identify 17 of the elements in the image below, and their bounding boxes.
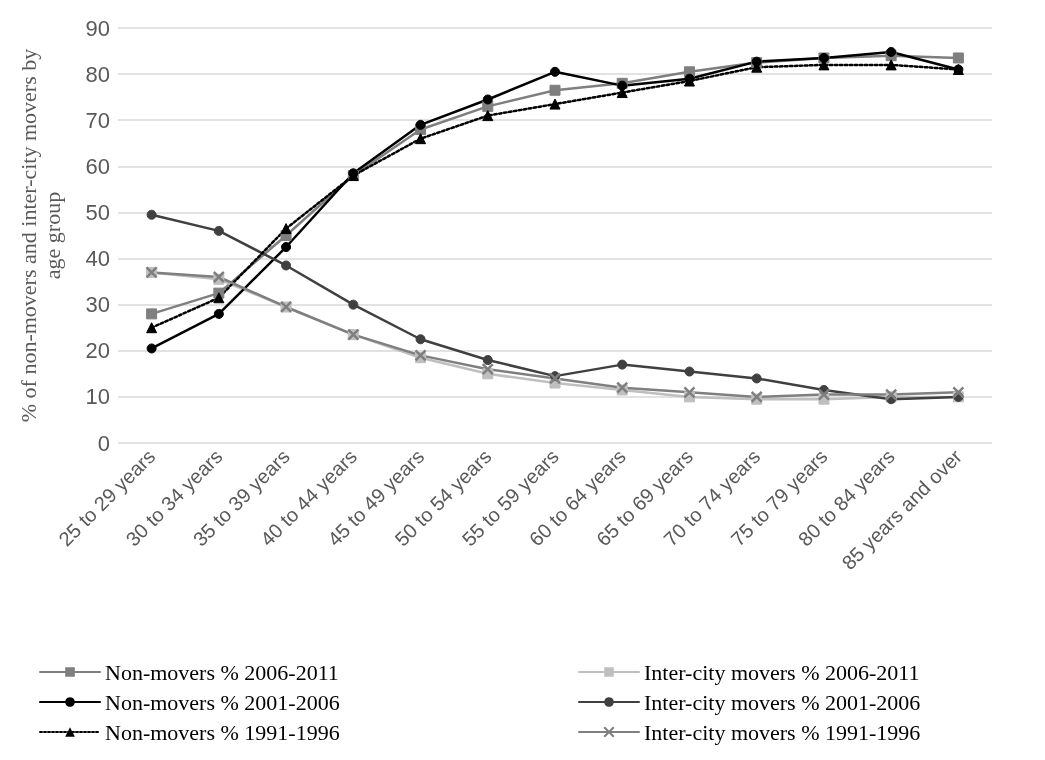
- y-axis-title: % of non-movers and inter-city movers by age group: [15, 48, 65, 423]
- legend-label: Non-movers % 1991-1996: [105, 719, 340, 745]
- y-tick-label: 70: [85, 107, 110, 133]
- y-tick-label: 40: [85, 246, 110, 272]
- legend-label: Inter-city movers % 1991-1996: [644, 719, 921, 745]
- y-tick-label: 20: [85, 338, 110, 364]
- y-tick-label: 90: [85, 15, 110, 41]
- legend-label: Non-movers % 2006-2011: [105, 659, 339, 685]
- legend-label: Inter-city movers % 2006-2011: [644, 659, 920, 685]
- legend-label: Inter-city movers % 2001-2006: [644, 689, 921, 715]
- y-tick-label: 0: [97, 430, 110, 456]
- legend-label: Non-movers % 2001-2006: [105, 689, 340, 715]
- y-tick-label: 10: [85, 384, 110, 410]
- y-tick-label: 60: [85, 153, 110, 179]
- y-tick-label: 30: [85, 292, 110, 318]
- y-tick-label: 80: [85, 61, 110, 87]
- y-tick-label: 50: [85, 199, 110, 225]
